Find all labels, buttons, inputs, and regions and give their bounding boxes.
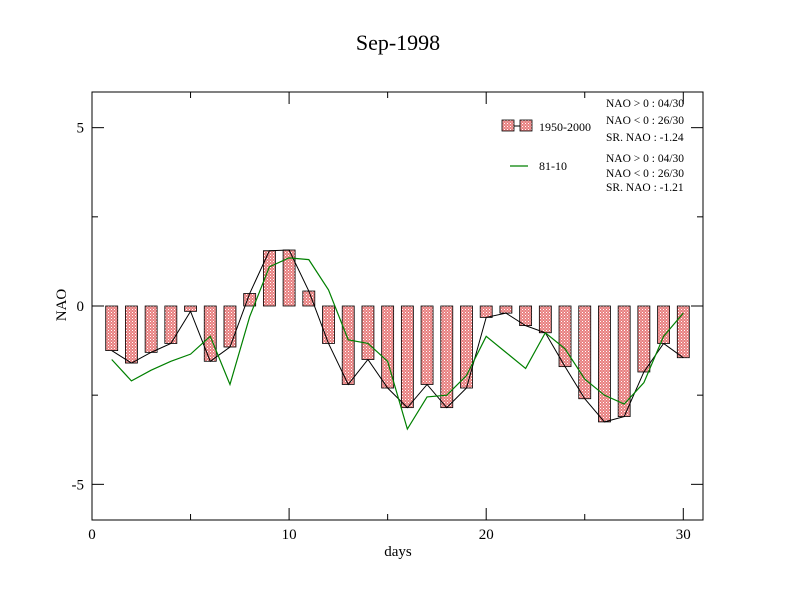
bar-1950-2000-day-25 bbox=[578, 305, 592, 400]
legend-label-81-10: 81-10 bbox=[539, 159, 567, 173]
y-tick-label: 5 bbox=[77, 121, 85, 137]
bar-1950-2000-day-4 bbox=[164, 305, 178, 344]
y-tick-label: 0 bbox=[77, 299, 85, 315]
bar-1950-2000-day-21 bbox=[499, 305, 513, 314]
bar-1950-2000-day-13 bbox=[341, 305, 355, 385]
legend-stat-text: SR. NAO : -1.21 bbox=[606, 182, 684, 194]
legend-stat-text: SR. NAO : -1.24 bbox=[606, 132, 684, 144]
bar-1950-2000-day-7 bbox=[223, 305, 237, 348]
y-axis-label: NAO bbox=[54, 289, 70, 322]
chart-title: Sep-1998 bbox=[356, 30, 440, 55]
legend-swatch-1950-2000-b bbox=[519, 119, 533, 132]
legend-stat-text: NAO < 0 : 26/30 bbox=[606, 168, 684, 180]
bar-series bbox=[105, 249, 690, 423]
bar-1950-2000-day-11 bbox=[302, 290, 316, 307]
legend-stat-text: NAO < 0 : 26/30 bbox=[606, 115, 684, 127]
bar-1950-2000-day-14 bbox=[361, 305, 375, 360]
legend-swatch-1950-2000 bbox=[501, 119, 515, 132]
x-tick-label: 10 bbox=[282, 527, 297, 543]
legend-stat-text: NAO > 0 : 04/30 bbox=[606, 153, 684, 165]
bar-1950-2000-day-24 bbox=[558, 305, 572, 368]
y-tick-label: -5 bbox=[72, 477, 85, 493]
x-tick-label: 20 bbox=[479, 527, 494, 543]
bar-1950-2000-day-1 bbox=[105, 305, 119, 351]
bar-1950-2000-day-28 bbox=[637, 305, 651, 373]
x-tick-label: 0 bbox=[88, 527, 96, 543]
bar-1950-2000-day-12 bbox=[322, 305, 335, 344]
series-1950-2000-line bbox=[111, 249, 684, 423]
series-81-10-line bbox=[111, 257, 684, 431]
axis-ticks: 0 10 20 30 -5 0 5 bbox=[72, 92, 703, 543]
bar-1950-2000-day-23 bbox=[538, 305, 552, 334]
bar-1950-2000-day-2 bbox=[125, 305, 138, 364]
x-axis-label: days bbox=[384, 544, 412, 560]
legend-label-1950-2000: 1950-2000 bbox=[539, 120, 591, 134]
legend-stat-text: NAO > 0 : 04/30 bbox=[606, 98, 684, 110]
bar-1950-2000-day-17 bbox=[420, 305, 434, 385]
legend: 1950-2000 81-10 NAO > 0 : 04/30 NAO < 0 : 2… bbox=[501, 98, 684, 194]
line-series bbox=[111, 249, 684, 431]
bar-1950-2000-day-18 bbox=[440, 305, 454, 409]
bar-1950-2000-day-6 bbox=[203, 305, 217, 362]
bar-1950-2000-day-16 bbox=[400, 305, 414, 409]
x-tick-label: 30 bbox=[676, 527, 691, 543]
bar-1950-2000-day-20 bbox=[479, 305, 493, 318]
bar-1950-2000-day-3 bbox=[144, 305, 158, 353]
bar-1950-2000-day-26 bbox=[598, 305, 611, 423]
